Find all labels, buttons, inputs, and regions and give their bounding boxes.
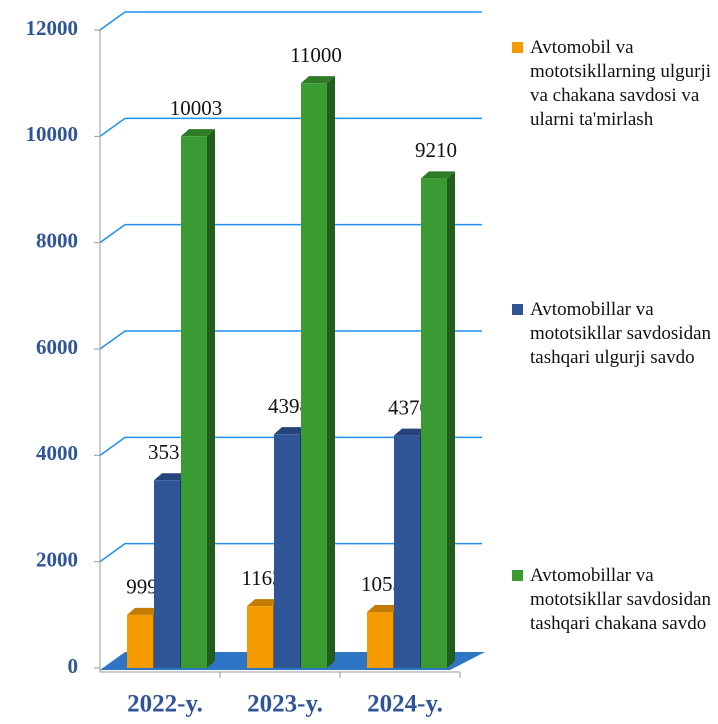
bar-top xyxy=(154,473,188,481)
x-tick-label: 2022-y. xyxy=(127,691,203,718)
bar-side xyxy=(327,76,335,668)
grid-line xyxy=(99,330,482,350)
bar xyxy=(181,129,215,668)
bar-front xyxy=(247,606,273,668)
bar-front xyxy=(181,136,207,668)
bar-side xyxy=(207,129,215,668)
bar-top xyxy=(274,427,308,435)
y-tick-label: 8000 xyxy=(36,228,78,252)
y-tick-label: 10000 xyxy=(26,122,79,146)
bar-top xyxy=(394,428,428,436)
bar-front xyxy=(127,614,153,668)
bar-top xyxy=(421,171,455,179)
legend-swatch xyxy=(512,304,523,315)
grid-line xyxy=(99,542,482,563)
bar-top xyxy=(367,605,401,613)
bar-front xyxy=(274,434,300,668)
bar-front xyxy=(367,612,393,668)
y-tick-label: 2000 xyxy=(36,547,78,571)
y-tick-label: 0 xyxy=(68,654,79,678)
grid-line xyxy=(99,117,482,137)
bar-top xyxy=(127,607,161,615)
bar xyxy=(421,171,455,668)
legend-label: Avtomobillar va mototsikllar savdosidan … xyxy=(530,299,712,368)
bar-front xyxy=(421,178,447,668)
legend-entry: Avtomobillar va mototsikllar savdosidan … xyxy=(512,564,718,636)
bar-side xyxy=(447,171,455,668)
grid-line xyxy=(99,11,482,31)
legend-label: Avtomobil va mototsikllarning ulgurji va… xyxy=(530,37,712,130)
legend-entry: Avtomobillar va mototsikllar savdosidan … xyxy=(512,298,718,370)
bar-top xyxy=(247,599,281,607)
bar xyxy=(301,76,335,668)
bar-top xyxy=(181,129,215,137)
y-tick-label: 6000 xyxy=(36,335,78,359)
bar-front xyxy=(154,480,180,668)
legend-label: Avtomobillar va mototsikllar savdosidan … xyxy=(530,565,712,634)
y-tick-label: 12000 xyxy=(26,16,79,40)
x-tick-label: 2023-y. xyxy=(247,691,323,718)
legend-entry: Avtomobil va mototsikllarning ulgurji va… xyxy=(512,36,718,132)
bar-top xyxy=(301,76,335,84)
legend-swatch xyxy=(512,42,523,53)
grid-line xyxy=(99,436,482,456)
data-label: 9210 xyxy=(415,138,457,162)
data-label: 11000 xyxy=(290,43,342,67)
data-label: 999 xyxy=(126,575,158,599)
bar-front xyxy=(301,83,327,668)
y-tick-label: 4000 xyxy=(36,441,78,465)
bar-front xyxy=(394,435,420,668)
grid-line xyxy=(99,223,482,244)
legend-swatch xyxy=(512,570,523,581)
data-label: 10003 xyxy=(170,96,223,120)
x-tick-label: 2024-y. xyxy=(367,691,443,718)
